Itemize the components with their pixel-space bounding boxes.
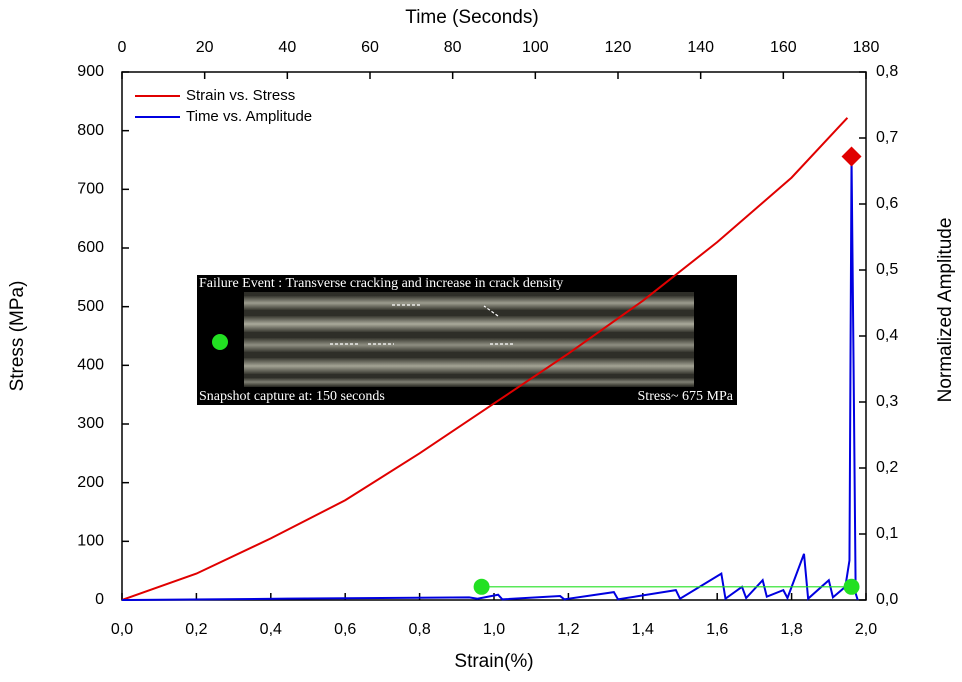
y2-tick-label: 0,0 xyxy=(876,591,898,608)
x2-tick-label: 20 xyxy=(196,39,214,56)
x-tick-label: 0,8 xyxy=(408,621,430,638)
x2-tick-label: 140 xyxy=(687,39,714,56)
y-tick-label: 0 xyxy=(95,591,104,608)
x-tick-label: 2,0 xyxy=(855,621,877,638)
x-tick-label: 0,6 xyxy=(334,621,356,638)
annotation: Snapshot capture at: 150 seconds xyxy=(199,389,385,404)
x-tick-label: 1,0 xyxy=(483,621,505,638)
y2-axis-title: Normalized Amplitude xyxy=(935,218,956,403)
x2-tick-label: 160 xyxy=(770,39,797,56)
y-tick-label: 400 xyxy=(77,357,104,374)
x2-tick-label: 100 xyxy=(522,39,549,56)
y-axis-title: Stress (MPa) xyxy=(7,281,28,392)
inset-photo: Failure Event : Transverse cracking and … xyxy=(197,275,737,405)
y-tick-label: 800 xyxy=(77,122,104,139)
x-tick-label: 1,4 xyxy=(632,621,654,638)
x2-tick-label: 60 xyxy=(361,39,379,56)
y2-tick-label: 0,6 xyxy=(876,195,898,212)
y-tick-label: 300 xyxy=(77,415,104,432)
y2-tick-label: 0,3 xyxy=(876,393,898,410)
y-tick-label: 500 xyxy=(77,298,104,315)
y-tick-label: 100 xyxy=(77,533,104,550)
x-axis-title: Strain(%) xyxy=(454,651,533,672)
legend-label: Strain vs. Stress xyxy=(186,87,295,104)
legend-label: Time vs. Amplitude xyxy=(186,108,312,125)
x-tick-label: 1,8 xyxy=(780,621,802,638)
x-tick-label: 0,2 xyxy=(185,621,207,638)
y-tick-label: 200 xyxy=(77,474,104,491)
x-tick-label: 1,6 xyxy=(706,621,728,638)
x-tick-label: 1,2 xyxy=(557,621,579,638)
x2-tick-label: 120 xyxy=(605,39,632,56)
marker xyxy=(473,578,490,595)
x2-tick-label: 180 xyxy=(853,39,880,56)
y2-tick-label: 0,8 xyxy=(876,63,898,80)
marker xyxy=(843,578,860,595)
y-tick-label: 700 xyxy=(77,181,104,198)
y2-tick-label: 0,2 xyxy=(876,459,898,476)
annotation: Stress~ 675 MPa xyxy=(638,389,734,404)
y-tick-label: 600 xyxy=(77,239,104,256)
series-line xyxy=(121,117,849,601)
x2-tick-label: 40 xyxy=(278,39,296,56)
x-tick-label: 0,0 xyxy=(111,621,133,638)
y2-tick-label: 0,7 xyxy=(876,129,898,146)
marker xyxy=(841,146,862,167)
x2-axis-title: Time (Seconds) xyxy=(405,7,538,28)
x2-tick-label: 80 xyxy=(444,39,462,56)
y2-tick-label: 0,5 xyxy=(876,261,898,278)
y2-tick-label: 0,4 xyxy=(876,327,898,344)
y-tick-label: 900 xyxy=(77,63,104,80)
annotation: Failure Event : Transverse cracking and … xyxy=(199,276,563,291)
x-tick-label: 0,4 xyxy=(260,621,282,638)
x2-tick-label: 0 xyxy=(118,39,127,56)
y2-tick-label: 0,1 xyxy=(876,525,898,542)
